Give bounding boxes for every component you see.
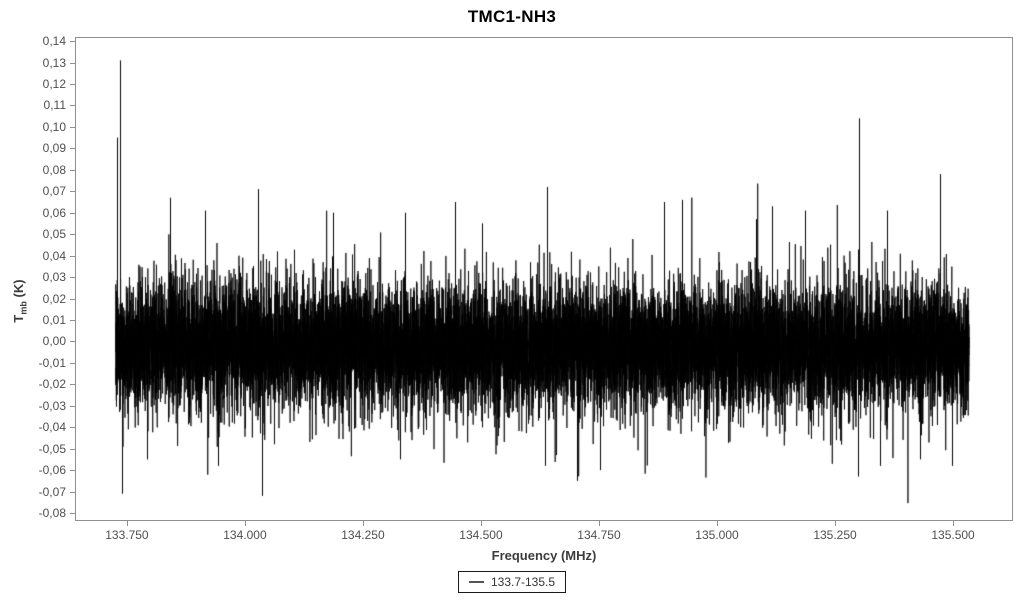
y-tick-mark — [70, 83, 75, 85]
legend-line-sample-icon — [468, 581, 484, 583]
y-tick-mark — [70, 362, 75, 364]
y-tick-label: 0,11 — [43, 98, 66, 113]
x-tick-label: 134.250 — [341, 528, 385, 542]
y-tick-label: 0,04 — [42, 248, 66, 263]
y-tick-label: 0,06 — [42, 205, 66, 220]
y-tick-mark — [70, 126, 75, 128]
x-tick-label: 134.500 — [459, 528, 503, 542]
chart-title: TMC1-NH3 — [467, 7, 557, 26]
x-tick-label: 135.000 — [695, 528, 739, 542]
y-tick-label: 0,14 — [42, 34, 66, 49]
y-tick-mark — [70, 341, 75, 343]
y-tick-label: 0,03 — [42, 270, 66, 285]
y-tick-mark — [70, 319, 75, 321]
y-tick-label: 0,13 — [42, 55, 66, 70]
legend-entry: 133.7-135.5 — [457, 571, 567, 593]
y-tick-label: -0,04 — [38, 420, 66, 435]
y-tick-label: 0,10 — [42, 119, 66, 134]
y-tick-mark — [70, 191, 75, 193]
y-tick-mark — [70, 405, 75, 407]
y-tick-label: 0,08 — [42, 162, 66, 177]
y-tick-mark — [70, 234, 75, 236]
y-tick-mark — [70, 427, 75, 429]
y-tick-mark — [70, 255, 75, 257]
x-tick-mark — [126, 521, 128, 526]
x-tick-mark — [953, 521, 955, 526]
y-tick-label: -0,05 — [38, 441, 66, 456]
y-tick-mark — [70, 448, 75, 450]
x-tick-label: 133.750 — [105, 528, 149, 542]
y-axis-title-symbol: T — [11, 314, 26, 323]
y-tick-label: -0,06 — [38, 463, 66, 478]
y-tick-mark — [70, 105, 75, 107]
y-tick-label: -0,01 — [38, 355, 66, 370]
y-tick-mark — [70, 513, 75, 515]
y-tick-label: 0,07 — [42, 184, 66, 199]
y-tick-mark — [70, 41, 75, 43]
x-tick-label: 134.000 — [223, 528, 267, 542]
plot-area — [75, 37, 1013, 521]
x-tick-mark — [835, 521, 837, 526]
y-tick-label: 0,05 — [42, 227, 66, 242]
x-axis-title: Frequency (MHz) — [491, 548, 597, 563]
x-tick-mark — [362, 521, 364, 526]
y-axis-title-subscript: mb — [18, 301, 29, 315]
y-tick-mark — [70, 277, 75, 279]
y-tick-label: 0,02 — [42, 291, 66, 306]
x-tick-mark — [244, 521, 246, 526]
y-tick-label: -0,03 — [38, 398, 66, 413]
y-tick-mark — [70, 470, 75, 472]
x-tick-label: 135.250 — [813, 528, 857, 542]
x-tick-label: 134.750 — [577, 528, 621, 542]
x-tick-mark — [717, 521, 718, 526]
y-tick-label: -0,08 — [38, 506, 66, 521]
legend: 133.7-135.5 — [0, 571, 1024, 593]
x-tick-mark — [598, 521, 600, 526]
x-tick-mark — [480, 521, 482, 526]
y-tick-mark — [70, 298, 75, 300]
y-tick-label: 0,01 — [42, 312, 66, 327]
x-tick-label: 135.500 — [931, 528, 975, 542]
y-tick-mark — [70, 384, 75, 386]
y-tick-mark — [70, 212, 75, 214]
y-axis-title-unit: (K) — [11, 279, 26, 302]
y-tick-mark — [70, 148, 75, 150]
y-tick-label: -0,07 — [38, 484, 66, 499]
y-tick-mark — [70, 491, 75, 493]
y-tick-mark — [70, 169, 75, 171]
y-axis-title: Tmb (K) — [11, 215, 29, 387]
y-tick-label: 0,12 — [42, 76, 66, 91]
legend-label: 133.7-135.5 — [490, 575, 556, 589]
y-tick-label: 0,09 — [42, 141, 66, 156]
y-tick-mark — [70, 62, 75, 64]
y-tick-label: 0,00 — [42, 334, 66, 349]
y-tick-label: -0,02 — [38, 377, 66, 392]
